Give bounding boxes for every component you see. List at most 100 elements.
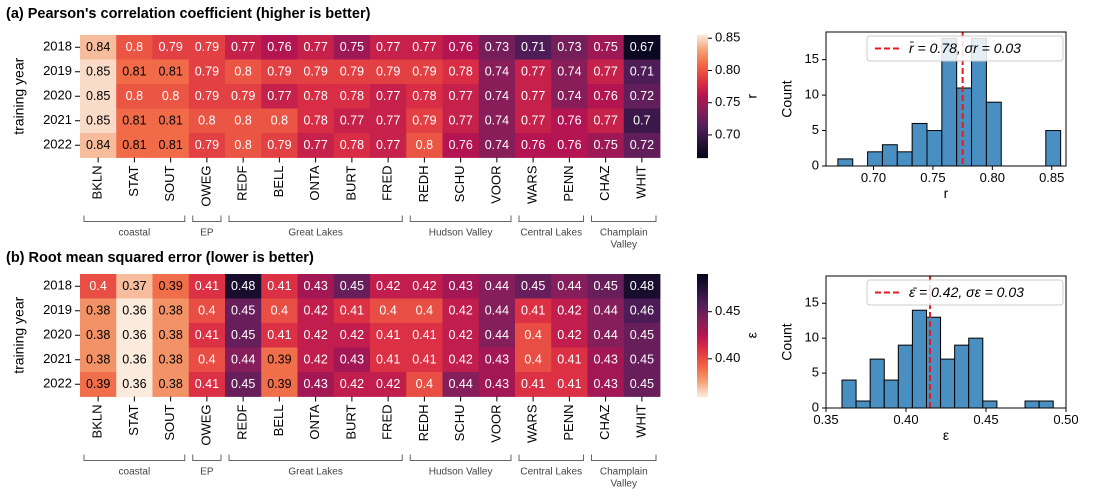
heatmap-cell (297, 84, 335, 109)
cell-value: 0.4 (524, 353, 541, 367)
colorbar-swatch (697, 386, 708, 389)
heatmap-cell (80, 84, 117, 109)
group-bracket (409, 215, 512, 222)
heatmap-cell (333, 347, 371, 373)
cell-value: 0.7 (633, 114, 650, 128)
cell-value: 0.79 (412, 65, 436, 79)
colorbar-swatch (697, 349, 708, 353)
cell-value: 0.45 (521, 279, 545, 293)
heatmap-cell (551, 59, 588, 85)
heatmap-cell (261, 274, 298, 299)
colorbar-swatch (697, 100, 708, 103)
colorbar-swatch (697, 339, 708, 342)
cell-value: 0.75 (593, 138, 617, 152)
heatmap-cell (261, 108, 298, 134)
row-label: 2018 (43, 39, 72, 54)
cell-value: 0.44 (593, 328, 617, 342)
colorbar-swatch (697, 274, 708, 277)
histogram-bar (968, 337, 984, 409)
cell-value: 0.77 (376, 138, 400, 152)
colorbar-label: ε (744, 332, 760, 338)
heatmap-cell (478, 35, 516, 60)
row-label: 2019 (43, 63, 72, 78)
heatmap-cell (152, 84, 190, 109)
colorbar-swatch (697, 369, 708, 373)
cell-value: 0.4 (524, 328, 541, 342)
heatmap-cell (333, 274, 371, 299)
cell-value: 0.73 (485, 40, 509, 54)
cell-value: 0.77 (448, 89, 472, 103)
colorbar-swatch (697, 88, 708, 91)
histogram-bar (954, 344, 970, 409)
colorbar-swatch (697, 39, 708, 42)
heatmap-cell (188, 133, 226, 158)
heatmap-cell (623, 84, 661, 109)
colorbar-swatch (697, 298, 708, 302)
group-label: Hudson Valley (429, 467, 493, 478)
heatmap-cell (116, 347, 153, 373)
column-label: SOUT (162, 404, 177, 440)
column-label: BKLN (90, 405, 105, 439)
heatmap-cell (152, 108, 190, 134)
histogram-bar (1038, 400, 1054, 409)
column-label: SCHU (452, 405, 467, 442)
cell-value: 0.78 (340, 138, 364, 152)
cell-value: 0.79 (158, 40, 182, 54)
cell-value: 0.74 (557, 65, 581, 79)
heatmap-cell (152, 372, 190, 397)
colorbar-swatch (697, 51, 708, 54)
histogram-bar (881, 144, 898, 167)
colorbar-swatch (697, 308, 708, 312)
heatmap-cell (370, 108, 407, 134)
heatmap-cell (587, 323, 625, 348)
heatmap-cell (297, 372, 335, 397)
heatmap-cell (370, 84, 407, 109)
colorbar-swatch (697, 55, 708, 59)
y-axis-label: training year (11, 296, 27, 373)
heatmap-cell (225, 372, 262, 397)
heatmap-cell (442, 35, 480, 60)
colorbar-swatch (697, 306, 708, 310)
heatmap-cell (515, 298, 552, 324)
cell-value: 0.44 (448, 377, 472, 391)
heatmap-cell (551, 84, 588, 109)
cell-value: 0.39 (267, 353, 291, 367)
colorbar-swatch (697, 343, 708, 347)
cell-value: 0.8 (198, 114, 215, 128)
cell-value: 0.76 (557, 114, 581, 128)
colorbar-swatch (697, 79, 708, 83)
cell-value: 0.43 (340, 353, 364, 367)
heatmap-cell (551, 347, 588, 373)
colorbar-tick-label: 0.75 (715, 94, 740, 109)
heatmap-cell (116, 108, 153, 134)
cell-value: 0.41 (376, 328, 400, 342)
cell-value: 0.77 (231, 40, 255, 54)
cell-value: 0.8 (126, 89, 143, 103)
cell-value: 0.4 (416, 304, 433, 318)
heatmap-cell (623, 347, 661, 373)
cell-value: 0.74 (485, 138, 509, 152)
x-tick-label: 0.40 (893, 412, 918, 427)
colorbar-tick-label: 0.85 (715, 30, 740, 45)
heatmap-cell (261, 372, 298, 397)
heatmap-cell (225, 298, 262, 324)
column-label: WARS (525, 404, 540, 443)
heatmap-cell (188, 35, 226, 60)
heatmap-cell (370, 133, 407, 158)
column-label: REDH (416, 166, 431, 203)
heatmap-cell (333, 108, 371, 134)
colorbar-swatch (697, 290, 708, 293)
heatmap-cell (515, 59, 552, 85)
colorbar-swatch (697, 296, 708, 300)
heatmap-cell (225, 108, 262, 134)
cell-value: 0.42 (303, 304, 327, 318)
column-label: STAT (126, 165, 141, 196)
histogram-bar (911, 309, 927, 409)
heatmap-cell (80, 323, 117, 348)
heatmap-cell (152, 298, 190, 324)
cell-value: 0.38 (158, 353, 182, 367)
colorbar-tick-label: 0.80 (715, 62, 740, 77)
row-label: 2021 (43, 351, 72, 366)
row-label: 2022 (43, 376, 72, 391)
cell-value: 0.45 (231, 377, 255, 391)
